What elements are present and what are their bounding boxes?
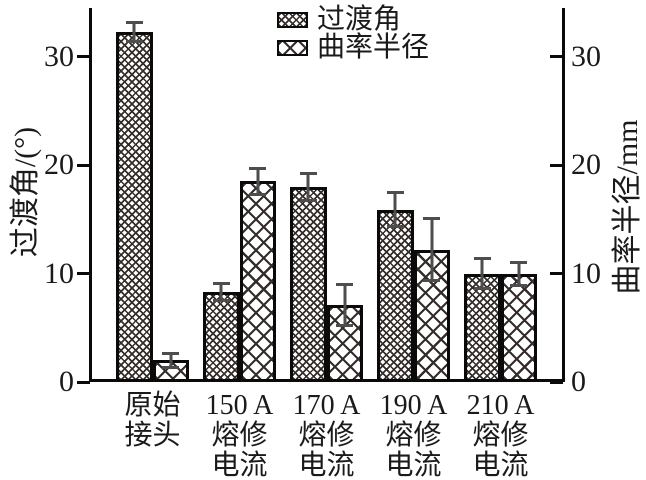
x-label-3: 170 A 熔修 电流: [292, 390, 361, 480]
error-bar-stem: [132, 24, 136, 40]
right-tick-30: [550, 55, 563, 59]
error-bar-stem: [430, 220, 434, 280]
x-label-4: 190 A 熔修 电流: [379, 390, 448, 480]
error-bar-stem: [393, 194, 397, 226]
error-bar-过渡角-2: [212, 282, 230, 302]
error-bar-过渡角-5: [473, 257, 491, 290]
right-tick-0: [550, 380, 563, 384]
error-bar-过渡角-3: [299, 171, 317, 203]
left-tick-30: [77, 55, 90, 59]
bar-过渡角-3: [290, 186, 327, 382]
right-tick-20: [550, 163, 563, 167]
error-bar-曲率半径-1: [162, 351, 180, 369]
right-tick-10: [550, 272, 563, 276]
error-bar-过渡角-1: [125, 21, 143, 43]
left-tick-label-20: 20: [44, 148, 74, 182]
error-bar-stem: [480, 260, 484, 287]
bar-过渡角-5: [464, 273, 501, 382]
error-bar-stem: [517, 263, 521, 284]
x-label-2: 150 A 熔修 电流: [205, 390, 274, 480]
error-bar-曲率半径-2: [249, 167, 267, 196]
legend-swatch-cross-hatch: [277, 40, 308, 56]
error-bar-stem: [306, 174, 310, 200]
right-tick-label-30: 30: [571, 39, 601, 73]
left-tick-label-0: 0: [59, 365, 74, 398]
error-bar-曲率半径-4: [423, 217, 441, 283]
legend-item-曲率半径: 曲率半径: [277, 34, 429, 62]
right-tick-label-20: 20: [571, 148, 601, 182]
bar-曲率半径-5: [500, 273, 537, 382]
bar-过渡角-1: [116, 31, 153, 382]
error-bar-stem: [169, 354, 173, 366]
right-tick-label-10: 10: [571, 256, 601, 290]
x-label-1: 原始 接头: [124, 390, 181, 451]
legend: 过渡角 曲率半径: [277, 6, 429, 62]
left-axis-title: 过渡角/(°): [9, 126, 42, 258]
error-bar-曲率半径-5: [510, 260, 528, 287]
left-tick-20: [77, 163, 90, 167]
error-bar-stem: [343, 286, 347, 324]
left-tick-label-10: 10: [44, 256, 74, 290]
right-axis-line: [562, 8, 565, 382]
x-label-5: 210 A 熔修 电流: [466, 390, 535, 480]
error-bar-stem: [256, 170, 260, 193]
left-tick-label-30: 30: [44, 39, 74, 73]
legend-item-过渡角: 过渡角: [277, 6, 429, 34]
left-tick-0: [77, 380, 90, 384]
legend-swatch-dense-hatch: [277, 12, 308, 28]
left-axis-line: [89, 8, 92, 382]
bar-过渡角-2: [203, 292, 240, 382]
left-tick-10: [77, 272, 90, 276]
bar-曲率半径-2: [239, 181, 276, 382]
legend-label-曲率半径: 曲率半径: [317, 32, 430, 63]
error-bar-过渡角-4: [386, 191, 404, 229]
legend-label-过渡角: 过渡角: [317, 4, 402, 35]
plot-area: [90, 8, 562, 382]
error-bar-stem: [219, 285, 223, 299]
error-bar-曲率半径-3: [336, 283, 354, 327]
right-tick-label-0: 0: [571, 365, 586, 398]
bar-过渡角-4: [377, 209, 414, 382]
